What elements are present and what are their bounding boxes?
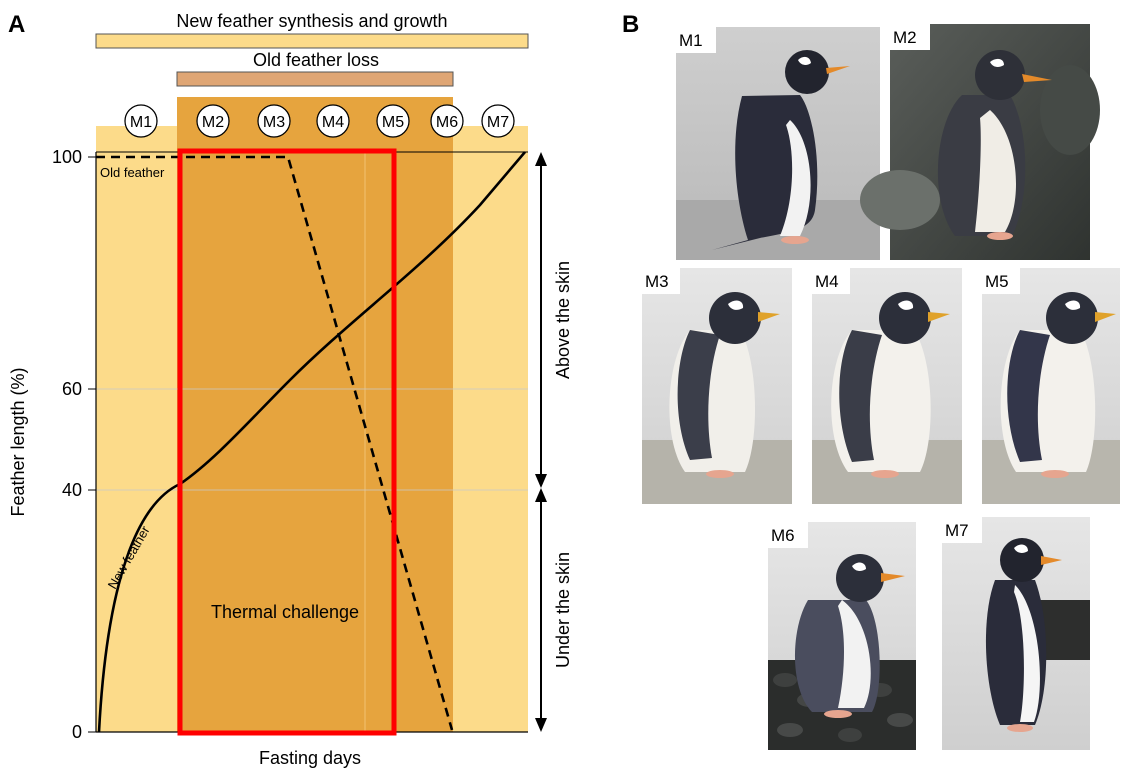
- photo-m1: M1: [676, 27, 880, 260]
- photo-label-m2: M2: [893, 28, 917, 47]
- synthesis-bar: [95, 33, 529, 49]
- panel-a: A New feather synthesis and growth Old f…: [8, 11, 573, 768]
- stage-circle-m4: [316, 104, 350, 138]
- stage-circle-m1: [124, 104, 158, 138]
- photo-label-m1: M1: [679, 31, 703, 50]
- above-skin-arrow: [535, 152, 547, 488]
- thermal-challenge-box: [177, 148, 397, 736]
- y-tick-label-0: 0: [72, 722, 82, 742]
- stage-label-m4: M4: [322, 114, 344, 131]
- panel-b: B M1: [622, 11, 1120, 750]
- old-feather-label: Old feather: [100, 165, 165, 180]
- synthesis-bar-label: New feather synthesis and growth: [176, 11, 447, 31]
- loss-bar-label: Old feather loss: [253, 50, 379, 70]
- y-tick-label-60: 60: [62, 379, 82, 399]
- stage-circle-m5: [376, 104, 410, 138]
- penguin-m6: [794, 554, 905, 718]
- new-feather-curve: [97, 151, 526, 733]
- photo-label-m7: M7: [945, 521, 969, 540]
- photo-label-m3: M3: [645, 272, 669, 291]
- photo-m4: M4: [812, 268, 962, 504]
- photo-label-m6: M6: [771, 526, 795, 545]
- old-feather-curve: [96, 155, 454, 731]
- stage-label-m3: M3: [263, 114, 285, 131]
- y-axis-label: Feather length (%): [8, 367, 28, 516]
- stage-circles: M1 M2 M3 M4 M5 M6 M7: [124, 104, 515, 138]
- photo-label-m5: M5: [985, 272, 1009, 291]
- photo-m2: M2: [860, 24, 1100, 260]
- stage-circle-m3: [257, 104, 291, 138]
- y-tick-label-40: 40: [62, 480, 82, 500]
- penguin-m7: [985, 538, 1062, 732]
- photo-m7: M7: [942, 517, 1090, 750]
- penguin-m2: [937, 50, 1052, 240]
- stage-circle-m6: [430, 104, 464, 138]
- photo-m6: M6: [768, 522, 916, 750]
- above-skin-label: Above the skin: [553, 261, 573, 379]
- penguin-m1: [712, 50, 850, 250]
- stage-label-m7: M7: [487, 114, 509, 131]
- stage-label-m1: M1: [130, 114, 152, 131]
- under-skin-arrow: [535, 488, 547, 732]
- stage-circle-m2: [196, 104, 230, 138]
- stage-label-m6: M6: [436, 114, 458, 131]
- dark-band: [177, 97, 453, 732]
- thermal-challenge-label: Thermal challenge: [211, 602, 359, 622]
- photo-m5: M5: [982, 268, 1120, 504]
- x-axis-label: Fasting days: [259, 748, 361, 768]
- stage-label-m5: M5: [382, 114, 404, 131]
- stage-label-m2: M2: [202, 114, 224, 131]
- photo-m3: M3: [642, 268, 792, 504]
- panel-a-letter: A: [8, 11, 25, 38]
- under-skin-label: Under the skin: [553, 552, 573, 668]
- penguin-m3: [669, 292, 780, 478]
- penguin-m4: [831, 292, 950, 478]
- y-tick-label-100: 100: [52, 147, 82, 167]
- photo-label-m4: M4: [815, 272, 839, 291]
- panel-b-letter: B: [622, 11, 639, 38]
- loss-bar: [176, 71, 454, 87]
- stage-circle-m7: [481, 104, 515, 138]
- penguin-m5: [1000, 292, 1116, 478]
